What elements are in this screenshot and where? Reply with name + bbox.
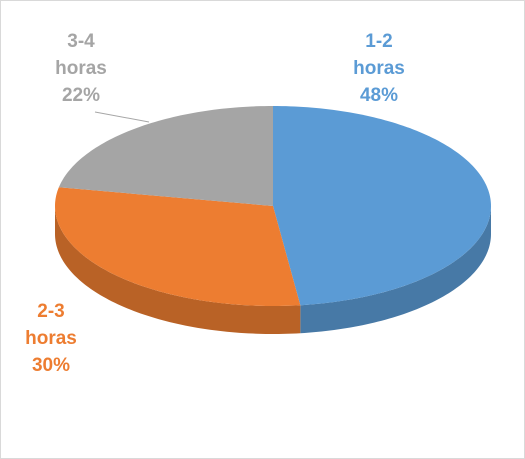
pie-slice (58, 106, 274, 206)
category-label: 3-4 horas (55, 31, 107, 79)
pie-slice-side (55, 206, 301, 334)
category-label: 1-2 horas (353, 31, 405, 79)
data-label: 1-2 horas 48% (344, 28, 414, 109)
value-label: 48% (359, 85, 399, 106)
pie-slice-side (300, 206, 491, 334)
leader-line (94, 111, 150, 123)
pie-slice (273, 106, 491, 306)
data-label: 2-3 horas 30% (16, 298, 86, 379)
pie-slice (55, 187, 301, 306)
value-label: 30% (31, 355, 71, 376)
value-label: 22% (61, 85, 101, 106)
category-label: 2-3 horas (25, 301, 77, 349)
data-label: 3-4 horas 22% (46, 28, 116, 109)
